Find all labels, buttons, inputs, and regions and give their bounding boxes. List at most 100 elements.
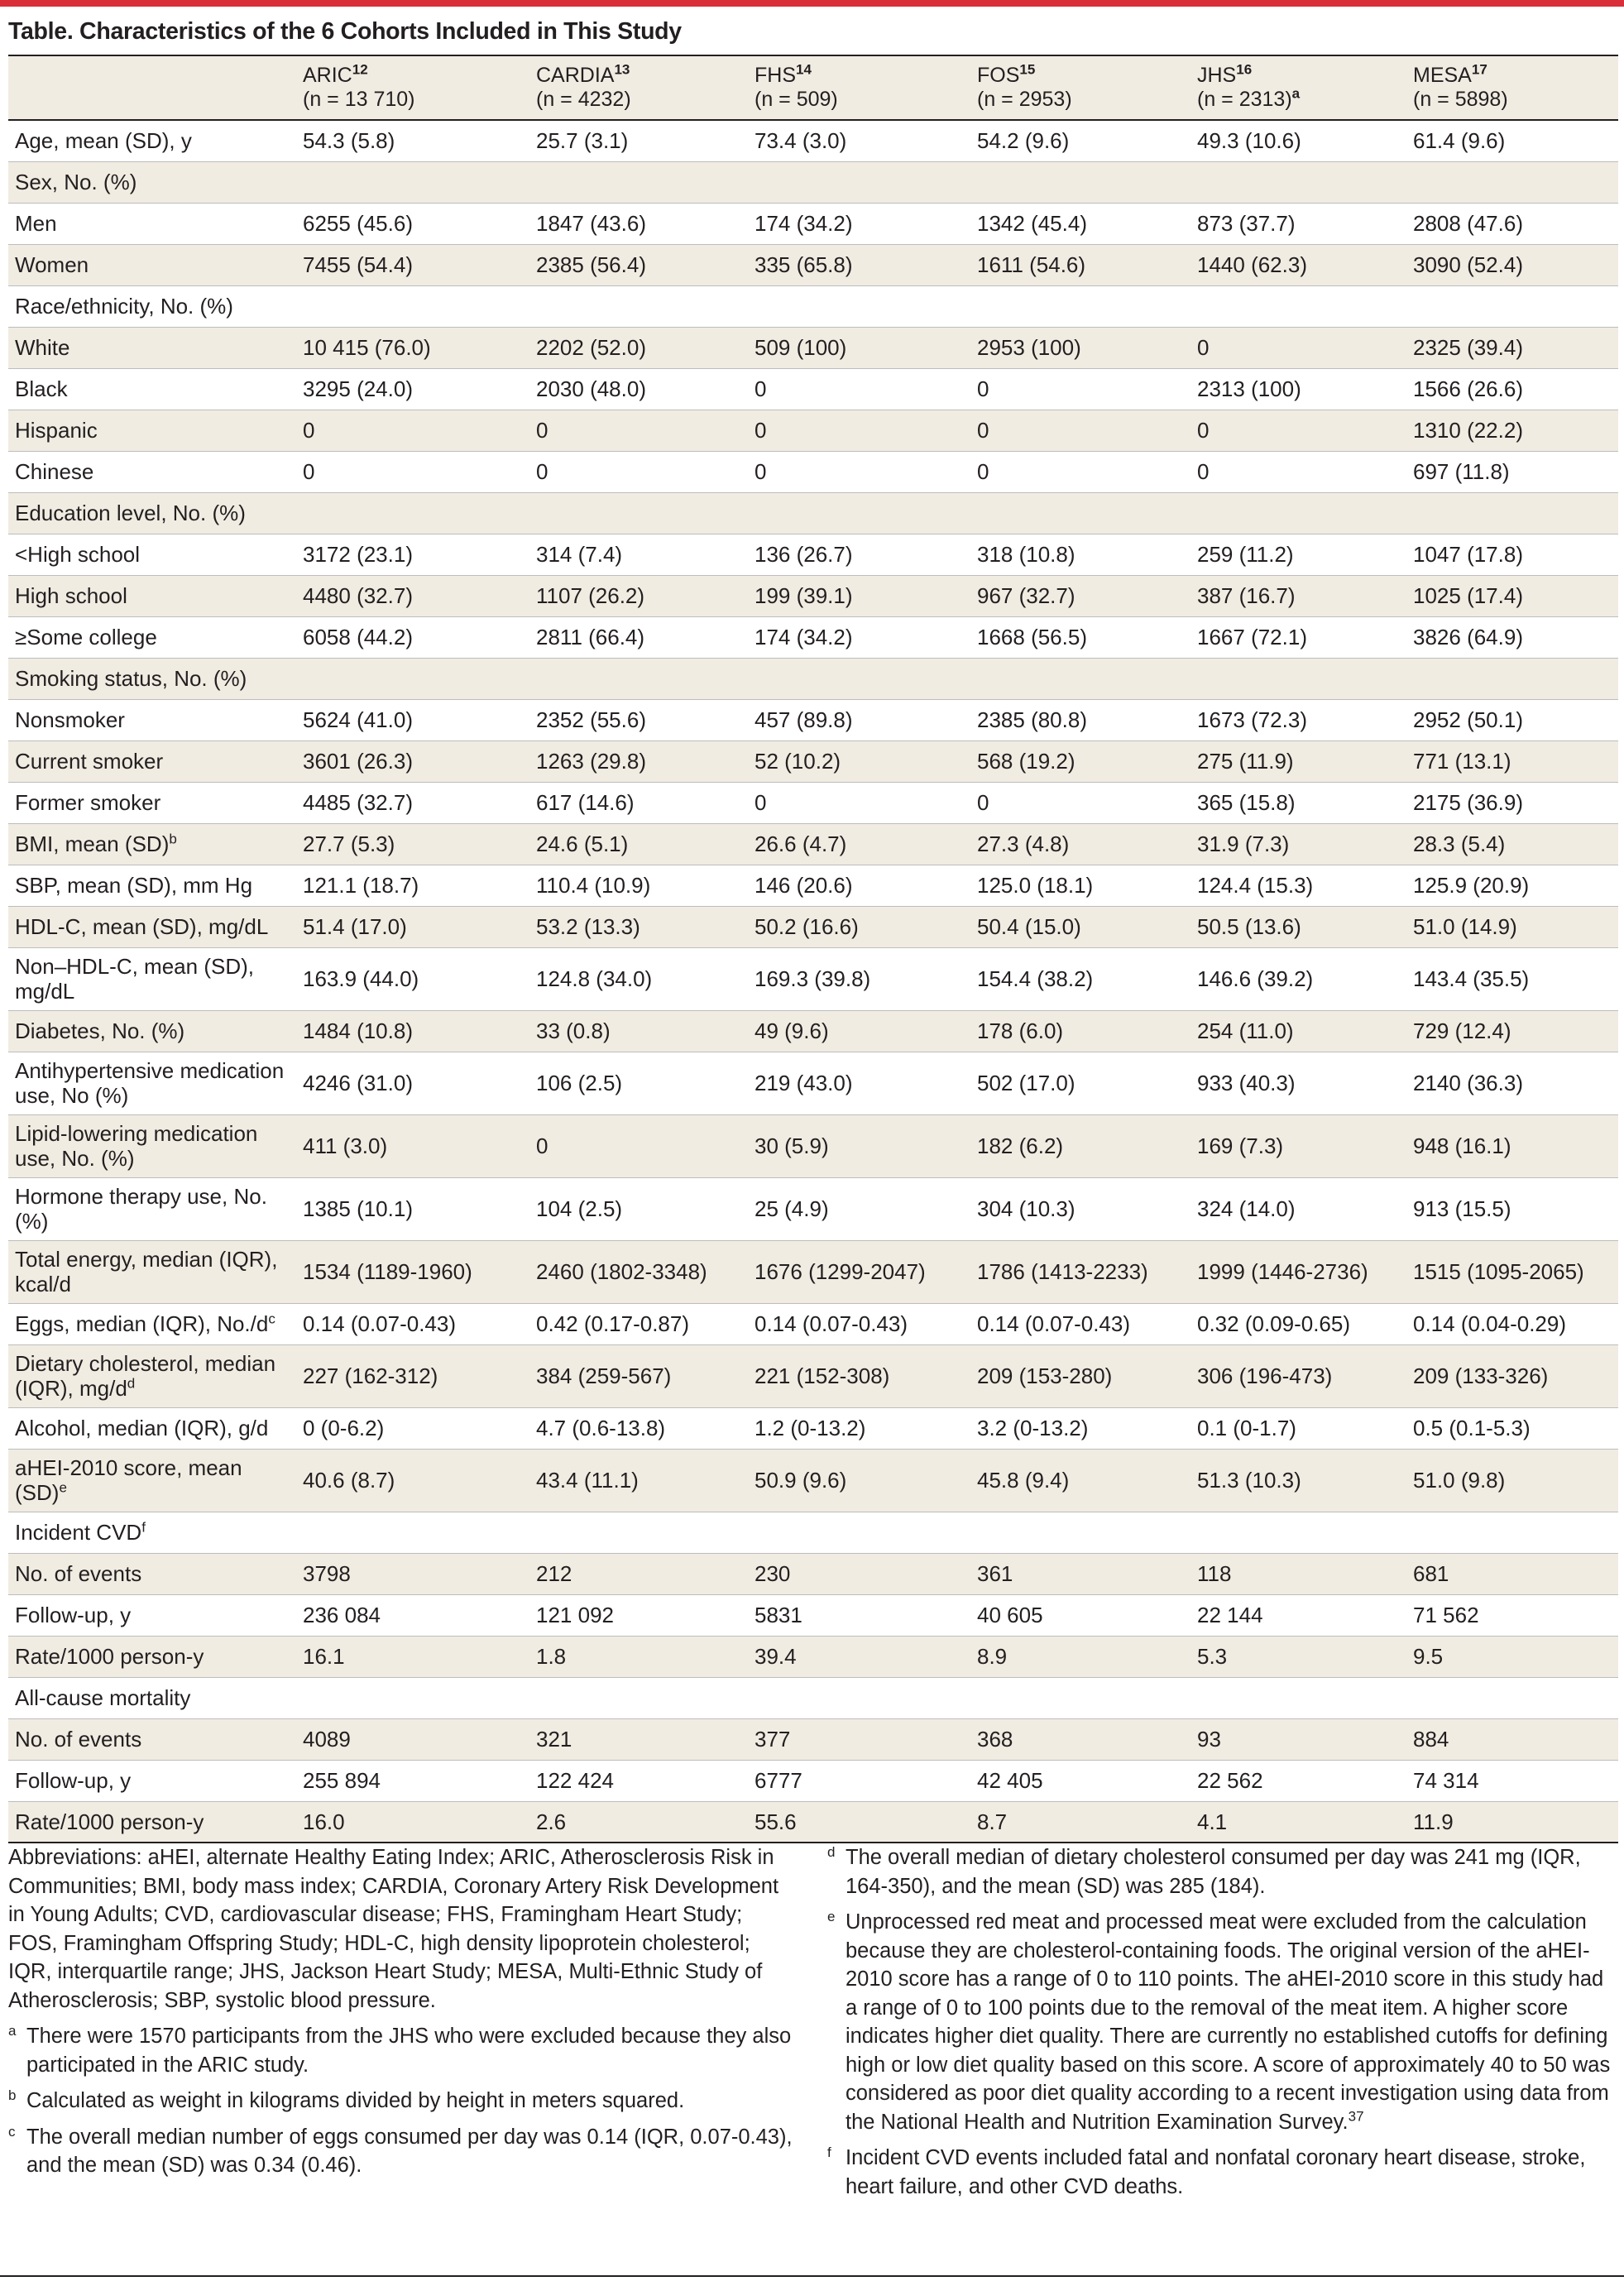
value-cell bbox=[1406, 492, 1618, 534]
table-row: Total energy, median (IQR), kcal/d 1534 (… bbox=[8, 1240, 1618, 1303]
value-cell: 22 562 bbox=[1197, 1768, 1263, 1793]
value-cell: 136 (26.7) bbox=[755, 542, 853, 567]
table-row: SBP, mean (SD), mm Hg 121.1 (18.7) 110.4 (… bbox=[8, 865, 1618, 906]
row-label-text: Follow-up, y bbox=[15, 1768, 132, 1793]
value-cell: 8.9 bbox=[977, 1644, 1008, 1669]
value-cell: 1515 (1095-2065) bbox=[1413, 1259, 1584, 1284]
table-row: Age, mean (SD), y 54.3 (5.8) 25.7 (3.1) 73.… bbox=[8, 120, 1618, 161]
value-cell: 1566 (26.6) bbox=[1413, 376, 1523, 401]
bottom-rule bbox=[0, 2275, 1624, 2277]
value-cell: 255 894 bbox=[303, 1768, 381, 1793]
value-cell: 568 (19.2) bbox=[977, 749, 1075, 774]
value-cell: 0 bbox=[303, 459, 315, 484]
value-cell: 1025 (17.4) bbox=[1413, 583, 1523, 608]
value-cell: 913 (15.5) bbox=[1413, 1196, 1511, 1221]
footnote-text: Unprocessed red meat and processed meat … bbox=[846, 1910, 1611, 2134]
row-label-text: Lipid-lowering medication use, No. (%) bbox=[15, 1121, 258, 1171]
value-cell: 40.6 (8.7) bbox=[303, 1468, 395, 1493]
row-label-text: Non–HDL-C, mean (SD), mg/dL bbox=[15, 954, 254, 1004]
value-cell: 948 (16.1) bbox=[1413, 1133, 1511, 1158]
value-cell: 1.8 bbox=[536, 1644, 567, 1669]
cohort-n: (n = 509) bbox=[755, 88, 838, 111]
cohort-name: JHS bbox=[1197, 64, 1237, 87]
row-label-text: Total energy, median (IQR), kcal/d bbox=[15, 1247, 278, 1296]
table-row: Race/ethnicity, No. (%) bbox=[8, 285, 1618, 327]
footnote: b Calculated as weight in kilograms divi… bbox=[8, 2087, 794, 2116]
value-cell: 3601 (26.3) bbox=[303, 749, 413, 774]
row-label-text: High school bbox=[15, 583, 127, 608]
cohort-name: MESA bbox=[1413, 64, 1472, 87]
value-cell: 0 bbox=[977, 418, 989, 443]
footnote: c The overall median number of eggs cons… bbox=[8, 2123, 794, 2180]
row-label: Current smoker bbox=[8, 740, 296, 782]
value-cell: 335 (65.8) bbox=[755, 252, 853, 277]
value-cell: 6255 (45.6) bbox=[303, 211, 413, 236]
row-label: Hormone therapy use, No. (%) bbox=[8, 1177, 296, 1240]
value-cell bbox=[1406, 161, 1618, 203]
value-cell: 106 (2.5) bbox=[536, 1071, 623, 1095]
value-cell: 28.3 (5.4) bbox=[1413, 831, 1506, 856]
table-row: Former smoker 4485 (32.7) 617 (14.6) 0 0 365 … bbox=[8, 782, 1618, 823]
value-cell: 3.2 (0-13.2) bbox=[977, 1416, 1089, 1440]
cohort-name: ARIC bbox=[303, 64, 352, 87]
header-cohort-cell: JHS16 (n = 2313)a bbox=[1190, 55, 1406, 120]
table-title: Table. Characteristics of the 6 Cohorts … bbox=[8, 18, 682, 45]
value-cell: 509 (100) bbox=[755, 335, 847, 360]
value-cell: 51.4 (17.0) bbox=[303, 914, 407, 939]
value-cell: 1107 (26.2) bbox=[536, 583, 645, 608]
value-cell: 40 605 bbox=[977, 1603, 1043, 1627]
value-cell: 104 (2.5) bbox=[536, 1196, 623, 1221]
value-cell: 0.5 (0.1-5.3) bbox=[1413, 1416, 1531, 1440]
table-row: Rate/1000 person-y 16.1 1.8 39.4 8.9 5.3 9.5 bbox=[8, 1636, 1618, 1677]
value-cell bbox=[296, 492, 529, 534]
footnote: f Incident CVD events included fatal and… bbox=[827, 2144, 1613, 2201]
cohort-ref: 16 bbox=[1236, 61, 1253, 78]
value-cell: 697 (11.8) bbox=[1413, 459, 1510, 484]
value-cell: 174 (34.2) bbox=[755, 211, 853, 236]
value-cell: 365 (15.8) bbox=[1197, 790, 1296, 815]
value-cell: 51.0 (9.8) bbox=[1413, 1468, 1506, 1493]
value-cell: 5.3 bbox=[1197, 1644, 1228, 1669]
value-cell: 2202 (52.0) bbox=[536, 335, 646, 360]
row-label: HDL-C, mean (SD), mg/dL bbox=[8, 906, 296, 947]
row-label-text: Sex, No. (%) bbox=[15, 170, 137, 194]
row-label-text: No. of events bbox=[15, 1727, 142, 1752]
value-cell: 1847 (43.6) bbox=[536, 211, 646, 236]
value-cell: 124.8 (34.0) bbox=[536, 966, 653, 991]
value-cell: 125.0 (18.1) bbox=[977, 873, 1094, 898]
row-label: No. of events bbox=[8, 1718, 296, 1760]
value-cell: 5831 bbox=[755, 1603, 802, 1627]
row-label: <High school bbox=[8, 534, 296, 575]
value-cell: 0 bbox=[755, 418, 767, 443]
value-cell: 318 (10.8) bbox=[977, 542, 1075, 567]
value-cell bbox=[296, 658, 529, 699]
value-cell: 2.6 bbox=[536, 1809, 567, 1834]
row-label: White bbox=[8, 327, 296, 368]
value-cell: 2952 (50.1) bbox=[1413, 707, 1523, 732]
value-cell: 681 bbox=[1413, 1561, 1449, 1586]
value-cell bbox=[970, 492, 1190, 534]
value-cell: 93 bbox=[1197, 1727, 1221, 1752]
value-cell: 54.3 (5.8) bbox=[303, 128, 395, 154]
value-cell: 73.4 (3.0) bbox=[755, 128, 847, 154]
cohort-ref: 17 bbox=[1471, 61, 1487, 78]
value-cell: 502 (17.0) bbox=[977, 1071, 1075, 1095]
value-cell bbox=[296, 161, 529, 203]
value-cell bbox=[748, 1512, 970, 1553]
value-cell: 1047 (17.8) bbox=[1413, 542, 1523, 567]
table-row: Black 3295 (24.0) 2030 (48.0) 0 0 2313 (100) 1… bbox=[8, 368, 1618, 410]
value-cell: 2140 (36.3) bbox=[1413, 1071, 1523, 1095]
value-cell: 230 bbox=[755, 1561, 791, 1586]
value-cell: 51.0 (14.9) bbox=[1413, 914, 1517, 939]
value-cell: 33 (0.8) bbox=[536, 1018, 611, 1043]
footnote-text: Incident CVD events included fatal and n… bbox=[846, 2146, 1586, 2198]
value-cell: 27.3 (4.8) bbox=[977, 831, 1070, 856]
row-label: Sex, No. (%) bbox=[8, 161, 296, 203]
row-label: Smoking status, No. (%) bbox=[8, 658, 296, 699]
value-cell: 49.3 (10.6) bbox=[1197, 128, 1301, 154]
value-cell: 4480 (32.7) bbox=[303, 583, 413, 608]
value-cell: 122 424 bbox=[536, 1768, 614, 1793]
row-label-text: Age, mean (SD), y bbox=[15, 128, 192, 154]
value-cell: 1999 (1446-2736) bbox=[1197, 1259, 1368, 1284]
value-cell: 74 314 bbox=[1413, 1768, 1479, 1793]
